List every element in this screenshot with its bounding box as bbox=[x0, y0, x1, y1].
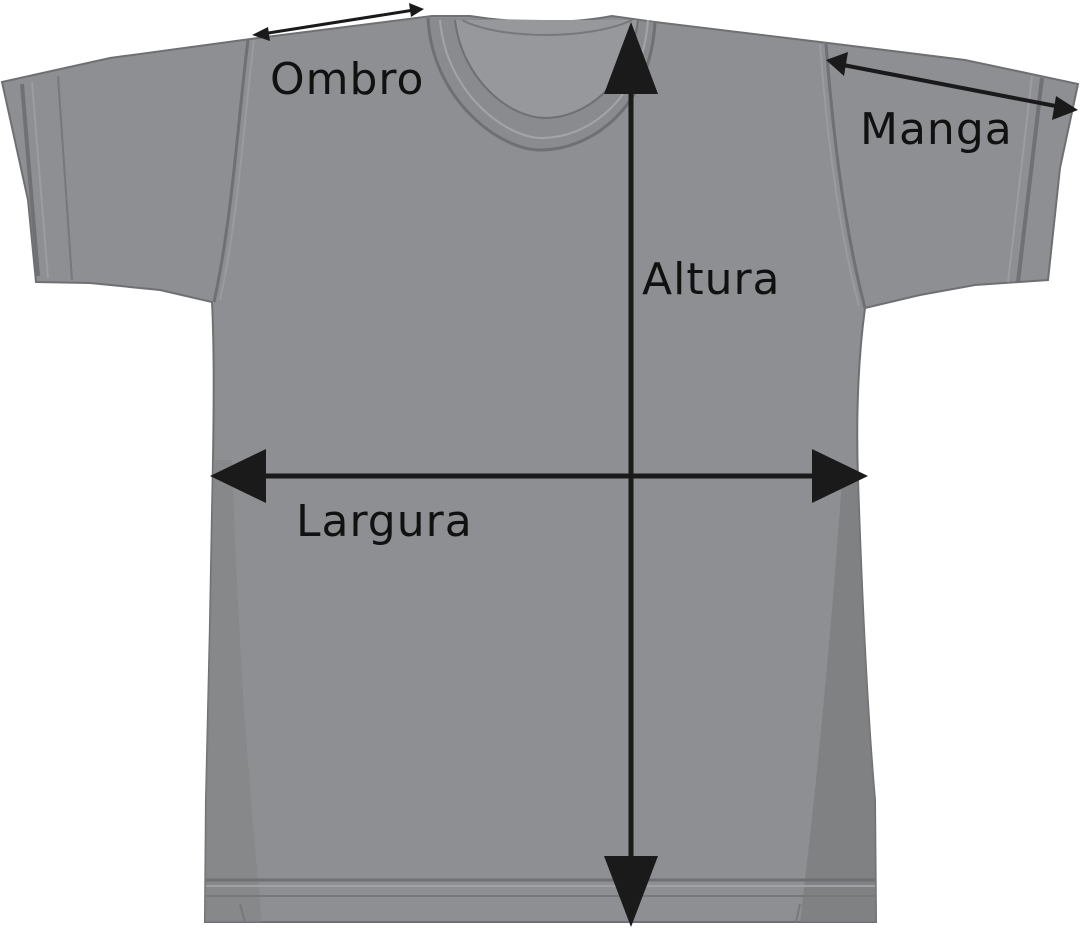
measurement-labels: Ombro Manga Altura Largura bbox=[270, 54, 1013, 547]
right-sleeve-seam bbox=[824, 43, 867, 309]
bottom-hem-edge bbox=[239, 903, 801, 923]
left-sleeve-hem bbox=[20, 83, 40, 277]
tshirt-right-shade bbox=[800, 480, 876, 922]
left-sleeve-hem-line bbox=[57, 75, 73, 281]
width-label: Largura bbox=[296, 496, 473, 547]
right-sleeve-hem-inner bbox=[1007, 75, 1033, 283]
shoulder-label: Ombro bbox=[270, 54, 424, 105]
tshirt-illustration bbox=[0, 14, 1080, 923]
width-arrow bbox=[210, 449, 868, 503]
sleeve-label: Manga bbox=[860, 104, 1013, 155]
shoulder-arrow bbox=[252, 3, 424, 41]
height-label: Altura bbox=[642, 254, 781, 305]
collar-back bbox=[461, 19, 633, 36]
right-sleeve-seam-highlight bbox=[819, 43, 860, 307]
sleeve-arrow bbox=[826, 52, 1078, 120]
left-sleeve-hem-inner bbox=[31, 81, 49, 279]
tshirt-body bbox=[0, 14, 1080, 923]
left-sleeve-seam-highlight bbox=[219, 39, 255, 301]
measurement-arrows bbox=[210, 3, 1078, 927]
right-sleeve-hem bbox=[1016, 77, 1044, 283]
tshirt-left-shade bbox=[205, 460, 262, 922]
left-sleeve-seam bbox=[212, 39, 250, 303]
